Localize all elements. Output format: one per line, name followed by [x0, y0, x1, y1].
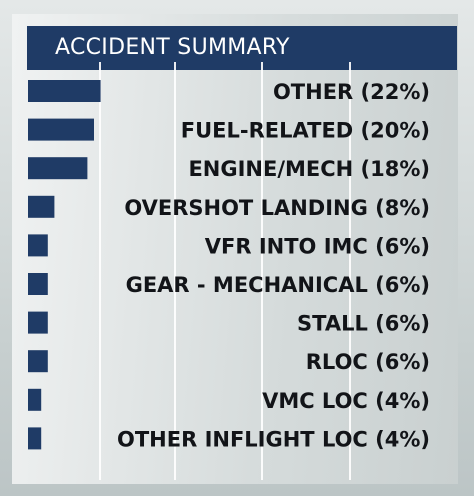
bar-label: VMC LOC (4%) [262, 389, 430, 413]
bar-other-inflight-loc [28, 427, 42, 450]
bar-label: FUEL-RELATED (20%) [181, 119, 430, 143]
bar-vmc-loc [28, 388, 42, 411]
bar-engine-mech [28, 157, 88, 180]
bar-rloc [28, 350, 48, 373]
chart-title: ACCIDENT SUMMARY [55, 35, 290, 60]
bar-label: GEAR - MECHANICAL (6%) [126, 273, 430, 297]
bar-gear-mechanical [28, 273, 48, 295]
bar-label: STALL (6%) [297, 312, 430, 336]
bar-vfr-into-imc [28, 234, 48, 257]
bar-stall [28, 311, 48, 334]
bar-fuel-related [28, 118, 94, 141]
bar-label: RLOC (6%) [306, 350, 430, 374]
bar-other [28, 80, 101, 102]
title-bar: ACCIDENT SUMMARY [27, 26, 457, 70]
bar-overshot-landing [28, 195, 55, 218]
bar-label: OTHER INFLIGHT LOC (4%) [117, 427, 430, 451]
bar-label: ENGINE/MECH (18%) [188, 157, 430, 181]
bar-label: VFR INTO IMC (6%) [205, 234, 430, 258]
bar-label: OTHER (22%) [273, 80, 430, 104]
bar-label: OVERSHOT LANDING (8%) [124, 196, 430, 220]
